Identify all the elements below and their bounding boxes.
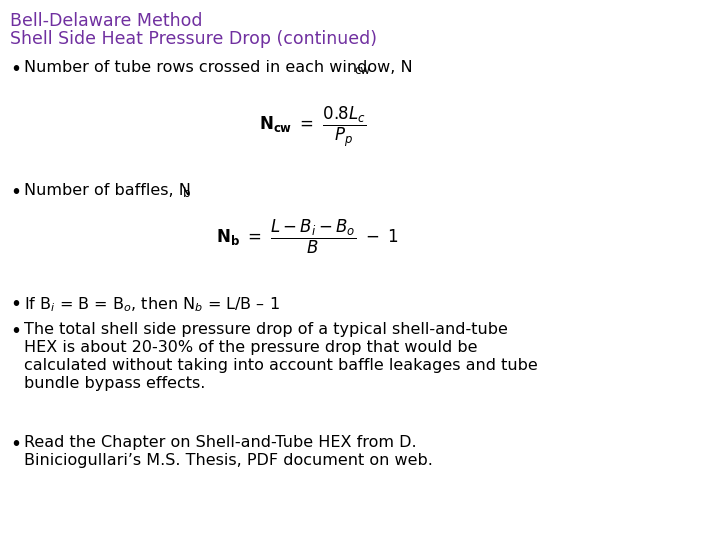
Text: •: • <box>10 295 21 314</box>
Text: •: • <box>10 60 21 79</box>
Text: b: b <box>183 187 191 200</box>
Text: Bell-Delaware Method: Bell-Delaware Method <box>10 12 202 30</box>
Text: HEX is about 20-30% of the pressure drop that would be: HEX is about 20-30% of the pressure drop… <box>24 340 477 355</box>
Text: cw: cw <box>354 64 370 77</box>
Text: $\mathbf{N_{b}}\ =\ \dfrac{L - B_{i} - B_{o}}{B}\ -\ 1$: $\mathbf{N_{b}}\ =\ \dfrac{L - B_{i} - B… <box>216 218 399 256</box>
Text: bundle bypass effects.: bundle bypass effects. <box>24 376 205 391</box>
Text: $\mathbf{N_{cw}}\ =\ \dfrac{0.8L_{c}}{P_{p}}$: $\mathbf{N_{cw}}\ =\ \dfrac{0.8L_{c}}{P_… <box>259 105 366 150</box>
Text: The total shell side pressure drop of a typical shell-and-tube: The total shell side pressure drop of a … <box>24 322 508 337</box>
Text: •: • <box>10 435 21 454</box>
Text: Number of tube rows crossed in each window, N: Number of tube rows crossed in each wind… <box>24 60 413 75</box>
Text: •: • <box>10 322 21 341</box>
Text: Number of baffles, N: Number of baffles, N <box>24 183 191 198</box>
Text: Biniciogullari’s M.S. Thesis, PDF document on web.: Biniciogullari’s M.S. Thesis, PDF docume… <box>24 453 433 468</box>
Text: Read the Chapter on Shell-and-Tube HEX from D.: Read the Chapter on Shell-and-Tube HEX f… <box>24 435 417 450</box>
Text: Shell Side Heat Pressure Drop (continued): Shell Side Heat Pressure Drop (continued… <box>10 30 377 48</box>
Text: calculated without taking into account baffle leakages and tube: calculated without taking into account b… <box>24 358 538 373</box>
Text: If B$_{i}$ = B = B$_{o}$, then N$_{b}$ = L/B – 1: If B$_{i}$ = B = B$_{o}$, then N$_{b}$ =… <box>24 295 280 314</box>
Text: •: • <box>10 183 21 202</box>
